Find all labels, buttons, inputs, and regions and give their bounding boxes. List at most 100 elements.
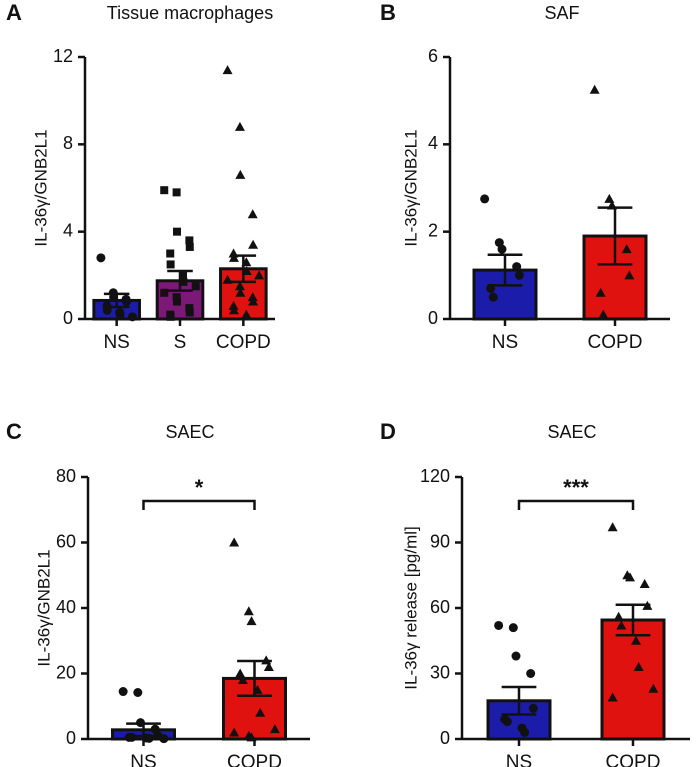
data-point [144, 733, 154, 743]
data-point [127, 732, 137, 742]
data-point [115, 310, 125, 320]
data-point [191, 282, 200, 291]
y-axis-label: IL-36γ/GNB2L1 [401, 129, 420, 246]
data-point [241, 257, 252, 267]
data-point [235, 287, 246, 297]
panel-title: SAEC [547, 422, 596, 442]
y-axis-label: IL-36γ/GNB2L1 [34, 549, 53, 666]
data-point [625, 572, 635, 582]
data-point [102, 305, 112, 315]
data-point [121, 297, 131, 307]
data-point [248, 239, 259, 249]
data-point [261, 655, 272, 665]
data-point [185, 242, 194, 251]
data-point [241, 265, 252, 275]
x-tick-label: COPD [227, 752, 282, 767]
error-bar [501, 685, 537, 716]
data-point [235, 169, 246, 179]
data-point [508, 623, 518, 633]
y-tick-label: 30 [430, 662, 450, 682]
x-tick-label: COPD [216, 332, 271, 353]
data-point [241, 309, 252, 319]
data-point [631, 635, 641, 645]
data-point [222, 65, 233, 75]
data-point [179, 277, 188, 286]
y-tick-label: 0 [66, 728, 76, 748]
data-point [252, 684, 263, 694]
data-point [185, 308, 194, 317]
panel-title: SAF [544, 3, 579, 23]
data-point [269, 724, 280, 734]
x-tick-label: S [174, 332, 187, 353]
data-point [109, 292, 119, 302]
x-tick-label: COPD [588, 332, 643, 353]
y-tick-label: 20 [56, 662, 76, 682]
data-point [166, 249, 175, 258]
data-point [243, 606, 254, 616]
data-point [166, 312, 175, 321]
significance-bracket [517, 499, 635, 510]
data-point [228, 305, 239, 315]
y-axis-label: IL-36γ release [pg/ml] [401, 526, 420, 689]
panel-title: SAEC [165, 422, 214, 442]
y-tick-label: 0 [63, 308, 73, 328]
y-tick-label: 0 [428, 308, 438, 328]
data-point [160, 288, 169, 297]
y-axis-label: IL-36γ/GNB2L1 [31, 129, 50, 246]
data-point [234, 121, 245, 131]
data-point [133, 687, 143, 697]
y-tick-label: 90 [430, 531, 450, 551]
data-point [613, 611, 624, 621]
error-bar [615, 603, 651, 637]
data-point [96, 253, 106, 263]
y-tick-label: 60 [430, 597, 450, 617]
data-point [237, 675, 248, 685]
data-point [502, 717, 512, 727]
data-point [639, 578, 650, 588]
data-point [263, 661, 274, 671]
data-point [607, 522, 618, 532]
y-tick-label: 4 [428, 133, 438, 153]
data-point [480, 194, 490, 204]
data-point [185, 236, 194, 245]
data-point [598, 309, 609, 319]
significance-bracket [142, 499, 256, 510]
data-point [595, 287, 606, 297]
data-point [607, 692, 618, 702]
y-tick-label: 8 [63, 133, 73, 153]
data-point [185, 304, 194, 313]
data-point [179, 271, 187, 280]
data-point [228, 248, 239, 258]
data-point [526, 669, 536, 678]
data-point [254, 270, 265, 280]
y-tick-label: 12 [53, 46, 73, 66]
data-point [173, 297, 181, 306]
significance-label: *** [563, 475, 589, 500]
y-tick-label: 60 [56, 531, 76, 551]
data-point [621, 244, 632, 254]
data-point [520, 727, 530, 737]
data-point [127, 312, 137, 322]
y-tick-label: 4 [63, 220, 73, 240]
panel-letter: B [380, 0, 396, 25]
data-point [118, 687, 128, 697]
data-point [624, 270, 635, 280]
data-point [136, 718, 145, 728]
data-point [511, 651, 521, 661]
data-point [589, 84, 600, 94]
y-tick-label: 40 [56, 597, 76, 617]
data-point [616, 620, 627, 630]
data-point [514, 270, 524, 280]
y-tick-label: 80 [56, 466, 76, 486]
x-tick-label: NS [103, 332, 129, 353]
x-tick-label: NS [506, 752, 532, 767]
data-point [633, 661, 644, 671]
data-point [229, 727, 240, 737]
data-point [528, 703, 538, 713]
data-point [255, 707, 266, 717]
panel-letter: A [6, 0, 22, 25]
data-point [173, 227, 181, 236]
data-point [228, 252, 239, 262]
bar [486, 699, 552, 741]
significance-label: * [195, 475, 204, 500]
